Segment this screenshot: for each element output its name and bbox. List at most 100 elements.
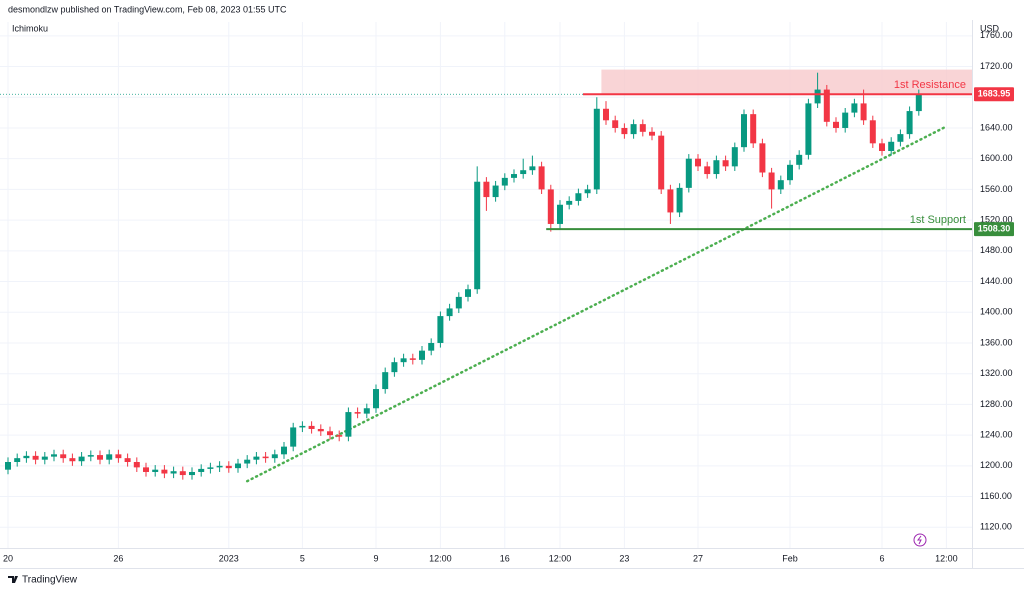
candle-body — [768, 172, 775, 190]
candle-body — [685, 158, 692, 188]
x-tick-label: 6 — [879, 553, 884, 563]
y-tick-label: 1640.00 — [980, 122, 1013, 132]
candle-body — [906, 111, 913, 135]
candle-body — [400, 358, 407, 363]
y-tick-label: 1480.00 — [980, 245, 1013, 255]
x-tick-label: 12:00 — [429, 553, 452, 563]
candle-body — [281, 446, 287, 455]
level-price-label: 1508.30 — [978, 223, 1011, 233]
candle-body — [575, 193, 582, 201]
candle-body — [501, 177, 508, 186]
candle-body — [455, 296, 462, 309]
candle-body — [23, 455, 30, 459]
candle-body — [658, 135, 665, 190]
candle-body — [225, 465, 232, 469]
event-icon — [913, 533, 927, 547]
candle-body — [216, 465, 223, 468]
candle-body — [290, 427, 297, 447]
candle-body — [161, 469, 168, 474]
candle-body — [593, 108, 600, 190]
candle-body — [446, 308, 453, 317]
level-price-box — [974, 87, 1014, 102]
candle-body — [842, 112, 849, 128]
level-label: 1st Resistance — [894, 79, 966, 91]
candle-body — [262, 456, 269, 459]
x-tick-label: 5 — [300, 553, 305, 563]
candle-body — [78, 456, 85, 462]
candle-body — [428, 342, 435, 351]
candle-body — [363, 408, 370, 414]
x-tick-label: 16 — [500, 553, 510, 563]
candle-body — [649, 131, 655, 136]
chart-title: desmondlzw published on TradingView.com,… — [8, 4, 287, 14]
trendline — [245, 125, 948, 483]
candle-body — [69, 458, 76, 462]
candle-body — [97, 455, 103, 460]
candle-body — [750, 114, 757, 144]
candle-body — [106, 454, 113, 460]
candle-body — [722, 160, 729, 167]
candle-body — [557, 204, 563, 224]
x-tick-label: 20 — [3, 553, 13, 563]
candle-body — [271, 454, 278, 459]
candle-body — [207, 467, 214, 469]
candle-body — [603, 108, 609, 121]
y-tick-label: 1240.00 — [980, 429, 1013, 439]
candle-body — [833, 121, 839, 128]
candle-body — [354, 412, 361, 414]
currency-label: USD — [980, 23, 1000, 33]
y-tick-label: 1520.00 — [980, 214, 1013, 224]
candle-body — [520, 170, 527, 175]
y-tick-label: 1440.00 — [980, 276, 1013, 286]
candle-body — [14, 458, 21, 462]
candle-body — [115, 454, 122, 459]
candle-body — [235, 463, 241, 469]
y-tick-label: 1360.00 — [980, 337, 1013, 347]
candle-body — [5, 461, 11, 470]
candle-body — [492, 185, 499, 198]
candle-body — [741, 114, 747, 148]
candle-body — [143, 467, 149, 472]
candle-body — [474, 181, 481, 290]
candle-body — [787, 164, 793, 181]
candle-body — [759, 143, 766, 173]
candle-body — [373, 389, 379, 409]
candle-body — [419, 350, 425, 360]
candle-body — [805, 103, 812, 155]
candle-body — [676, 187, 683, 213]
x-tick-label: Feb — [782, 553, 798, 563]
x-tick-label: 9 — [373, 553, 378, 563]
y-tick-label: 1320.00 — [980, 368, 1013, 378]
candle-body — [465, 289, 471, 297]
y-tick-label: 1560.00 — [980, 184, 1013, 194]
candle-body — [529, 166, 536, 171]
candle-body — [851, 103, 858, 113]
candle-body — [639, 124, 646, 132]
candle-body — [253, 456, 260, 460]
candle-body — [317, 428, 324, 432]
candle-body — [566, 200, 573, 205]
event-icon-bolt — [917, 535, 922, 545]
x-tick-label: 12:00 — [549, 553, 572, 563]
y-tick-label: 1720.00 — [980, 61, 1013, 71]
y-tick-label: 1400.00 — [980, 307, 1013, 317]
candle-body — [731, 147, 738, 167]
candle-body — [244, 459, 251, 464]
x-tick-label: 23 — [619, 553, 629, 563]
candle-body — [713, 160, 720, 175]
candle-body — [621, 127, 628, 135]
candle-body — [695, 158, 701, 167]
y-tick-label: 1760.00 — [980, 30, 1013, 40]
candle-body — [409, 358, 416, 360]
level-price-box — [974, 222, 1014, 237]
candle-body — [667, 189, 674, 213]
candle-body — [547, 189, 554, 224]
x-tick-label: 2023 — [219, 553, 239, 563]
candle-body — [152, 469, 159, 472]
candle-body — [823, 89, 830, 122]
candle-body — [630, 124, 637, 135]
plot-layer — [0, 22, 972, 548]
candle-body — [189, 471, 195, 476]
